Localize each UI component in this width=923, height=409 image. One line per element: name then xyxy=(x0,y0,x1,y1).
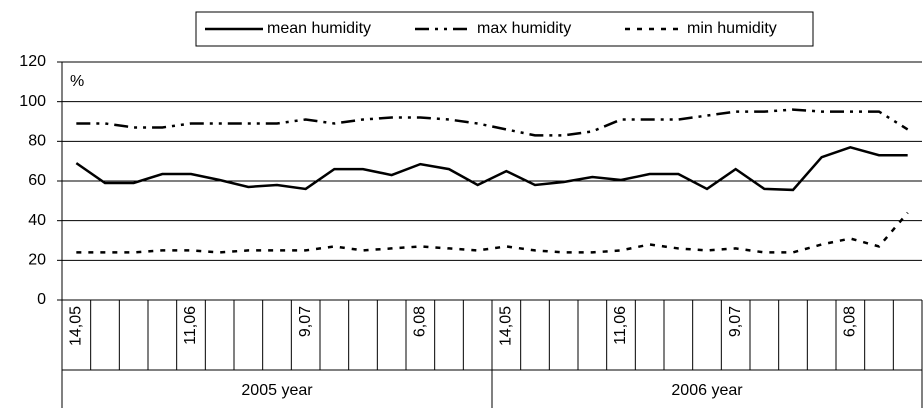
legend-label: min humidity xyxy=(687,20,777,37)
x-tick-label: 14,05 xyxy=(498,306,515,346)
legend-label: mean humidity xyxy=(267,20,371,37)
series-line xyxy=(76,108,909,137)
y-tick-label: 0 xyxy=(37,291,46,308)
x-tick-label: 6,08 xyxy=(842,306,859,337)
y-tick-label: 40 xyxy=(28,212,46,229)
series-line xyxy=(75,145,908,192)
y-tick-label: 20 xyxy=(28,252,46,269)
group-label: 2005 year xyxy=(241,382,313,399)
y-tick-label: 100 xyxy=(19,93,46,110)
x-tick-label: 9,07 xyxy=(297,306,314,337)
group-label: 2006 year xyxy=(671,382,743,399)
legend-box xyxy=(195,11,814,47)
x-tick-label: 14,05 xyxy=(68,306,85,346)
y-tick-label: 120 xyxy=(19,53,46,70)
x-tick-label: 11,06 xyxy=(182,306,199,345)
x-tick-label: 9,07 xyxy=(727,306,744,337)
legend-label: max humidity xyxy=(477,20,571,37)
y-tick-label: 80 xyxy=(28,133,46,150)
y-tick-label: 60 xyxy=(28,172,46,189)
unit-label: % xyxy=(70,73,84,90)
x-tick-label: 6,08 xyxy=(412,306,429,337)
x-tick-label: 11,06 xyxy=(612,306,629,345)
series-line xyxy=(76,211,909,254)
